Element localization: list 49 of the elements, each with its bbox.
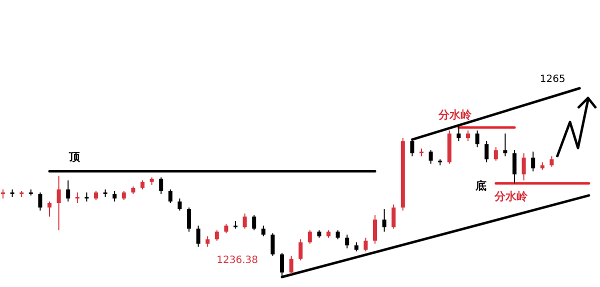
candlestick [75,192,80,204]
candlestick [196,225,200,248]
candlestick [382,208,386,232]
candlestick [484,140,489,163]
candlestick [224,224,228,234]
candlestick [122,190,126,200]
candlestick [214,230,219,242]
candlestick [252,214,256,231]
candlestick [531,151,536,172]
candlestick [503,133,508,157]
candlestick [48,201,52,218]
candlestick [475,130,480,148]
candlestick [112,190,117,202]
candlestick [206,236,210,248]
candlestick [298,238,303,261]
candlestick [364,237,368,252]
candlestick [1,188,5,199]
annotation: 分水岭 [493,190,528,203]
candlestick [466,130,470,142]
candlestick [522,152,526,181]
candlestick [373,214,377,244]
candlestick [94,190,98,200]
candlestick [270,232,275,256]
candlestick [392,204,396,230]
annotation: 底 [474,179,487,192]
candlestick [308,230,312,244]
candlestick [168,188,172,204]
candlestick [345,234,350,249]
text: 1265 [540,74,566,85]
candlestick [550,156,554,168]
candlestick [261,225,266,237]
candlestick [178,198,182,212]
candlestick [336,230,340,240]
candlestick [66,180,70,202]
candlestick [242,213,247,230]
annotation: 1236.38 [216,255,258,266]
candlestick [140,180,144,190]
candlestick [354,242,358,252]
annotation: 顶 [68,150,82,164]
candlestick [289,255,294,274]
candlestick [512,150,516,184]
candlestick [159,176,164,194]
candlestick [84,192,89,202]
candlestick [187,207,191,232]
candlestick [56,175,61,231]
text: 分水岭 [437,108,472,122]
candlestick [494,146,498,162]
candlestick [428,150,433,164]
candlestick [38,192,42,212]
